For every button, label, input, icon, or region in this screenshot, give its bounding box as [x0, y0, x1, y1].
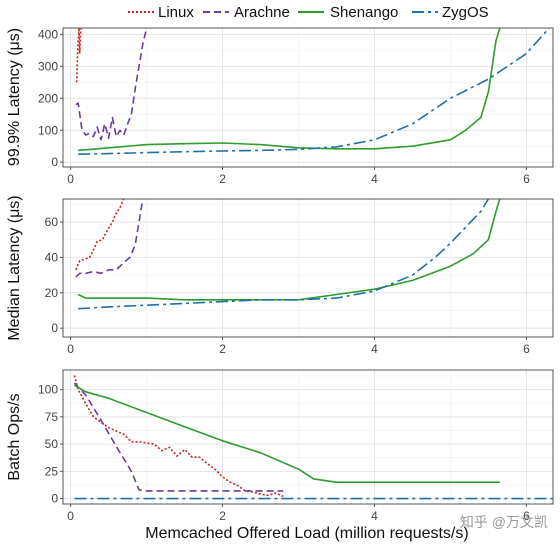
series-line-zygos [78, 199, 490, 310]
legend-entry: Arachne [203, 4, 290, 21]
series-line-shenango [78, 28, 501, 152]
y-tick-label: 300 [38, 59, 58, 73]
x-tick-label: 6 [523, 172, 530, 186]
y-tick-label: 0 [51, 155, 58, 169]
series-line-shenango [77, 199, 501, 301]
y-tick-label: 400 [38, 27, 58, 41]
series-group [73, 375, 553, 500]
y-tick-label: 200 [38, 91, 58, 105]
y-axis-title: Batch Ops/s [6, 393, 23, 480]
plot-area [63, 28, 553, 167]
legend-entry: ZygOS [412, 4, 489, 21]
series-line-arachne [75, 199, 144, 278]
legend: Linux Arachne Shenango ZygOS [128, 4, 489, 21]
legend-label-arachne: Arachne [234, 4, 290, 21]
y-axis-title: 99.9% Latency (μs) [6, 28, 23, 166]
legend-label-shenango: Shenango [330, 4, 398, 21]
series-line-arachne [73, 382, 284, 492]
series-line-linux [75, 199, 125, 271]
legend-label-linux: Linux [158, 4, 194, 21]
gridlines [63, 199, 553, 337]
watermark: 知乎 @万文凯 [460, 514, 548, 530]
y-tick-label: 60 [45, 215, 59, 229]
series-group [75, 28, 550, 155]
x-tick-label: 6 [523, 509, 530, 523]
chart-panel-3: 0 25 50 75 100 0 2 4 6 Batch Ops/s [6, 369, 554, 523]
x-tick-label: 0 [67, 172, 74, 186]
chart-panel-2: 0 20 40 60 0 2 4 6 Median Latency (μs) [6, 195, 554, 356]
x-tick-label: 0 [67, 509, 74, 523]
y-tick-label: 100 [38, 383, 58, 397]
x-axis-title: Memcached Offered Load (million requests… [145, 525, 468, 542]
series-group [75, 199, 501, 310]
series-line-arachne [75, 28, 148, 141]
x-tick-label: 0 [67, 342, 74, 356]
x-tick-label: 2 [219, 172, 226, 186]
y-tick-label: 0 [51, 321, 58, 335]
y-tick-label: 50 [45, 437, 59, 451]
x-tick-label: 4 [371, 509, 378, 523]
y-tick-label: 0 [51, 492, 58, 506]
x-tick-label: 2 [219, 509, 226, 523]
x-tick-label: 6 [523, 342, 530, 356]
chart-panel-1: 0 100 200 300 400 0 2 4 6 99.9% Latency (μs) [6, 27, 554, 186]
y-axis-title: Median Latency (μs) [6, 195, 23, 340]
legend-entry: Shenango [298, 4, 398, 21]
series-line-shenango [74, 384, 500, 484]
y-tick-label: 40 [45, 250, 59, 264]
y-tick-label: 75 [45, 410, 59, 424]
y-tick-label: 25 [45, 464, 59, 478]
legend-entry: Linux [128, 4, 194, 21]
series-line-zygos [78, 28, 550, 155]
x-tick-label: 2 [219, 342, 226, 356]
panel-border [62, 369, 554, 505]
panel-border [62, 27, 554, 168]
y-tick-label: 20 [45, 286, 59, 300]
legend-label-zygos: ZygOS [442, 4, 489, 21]
gridlines [63, 28, 553, 167]
x-tick-label: 4 [371, 342, 378, 356]
x-tick-label: 4 [371, 172, 378, 186]
plot-area [63, 199, 553, 337]
y-tick-label: 100 [38, 123, 58, 137]
panel-border [62, 198, 554, 338]
